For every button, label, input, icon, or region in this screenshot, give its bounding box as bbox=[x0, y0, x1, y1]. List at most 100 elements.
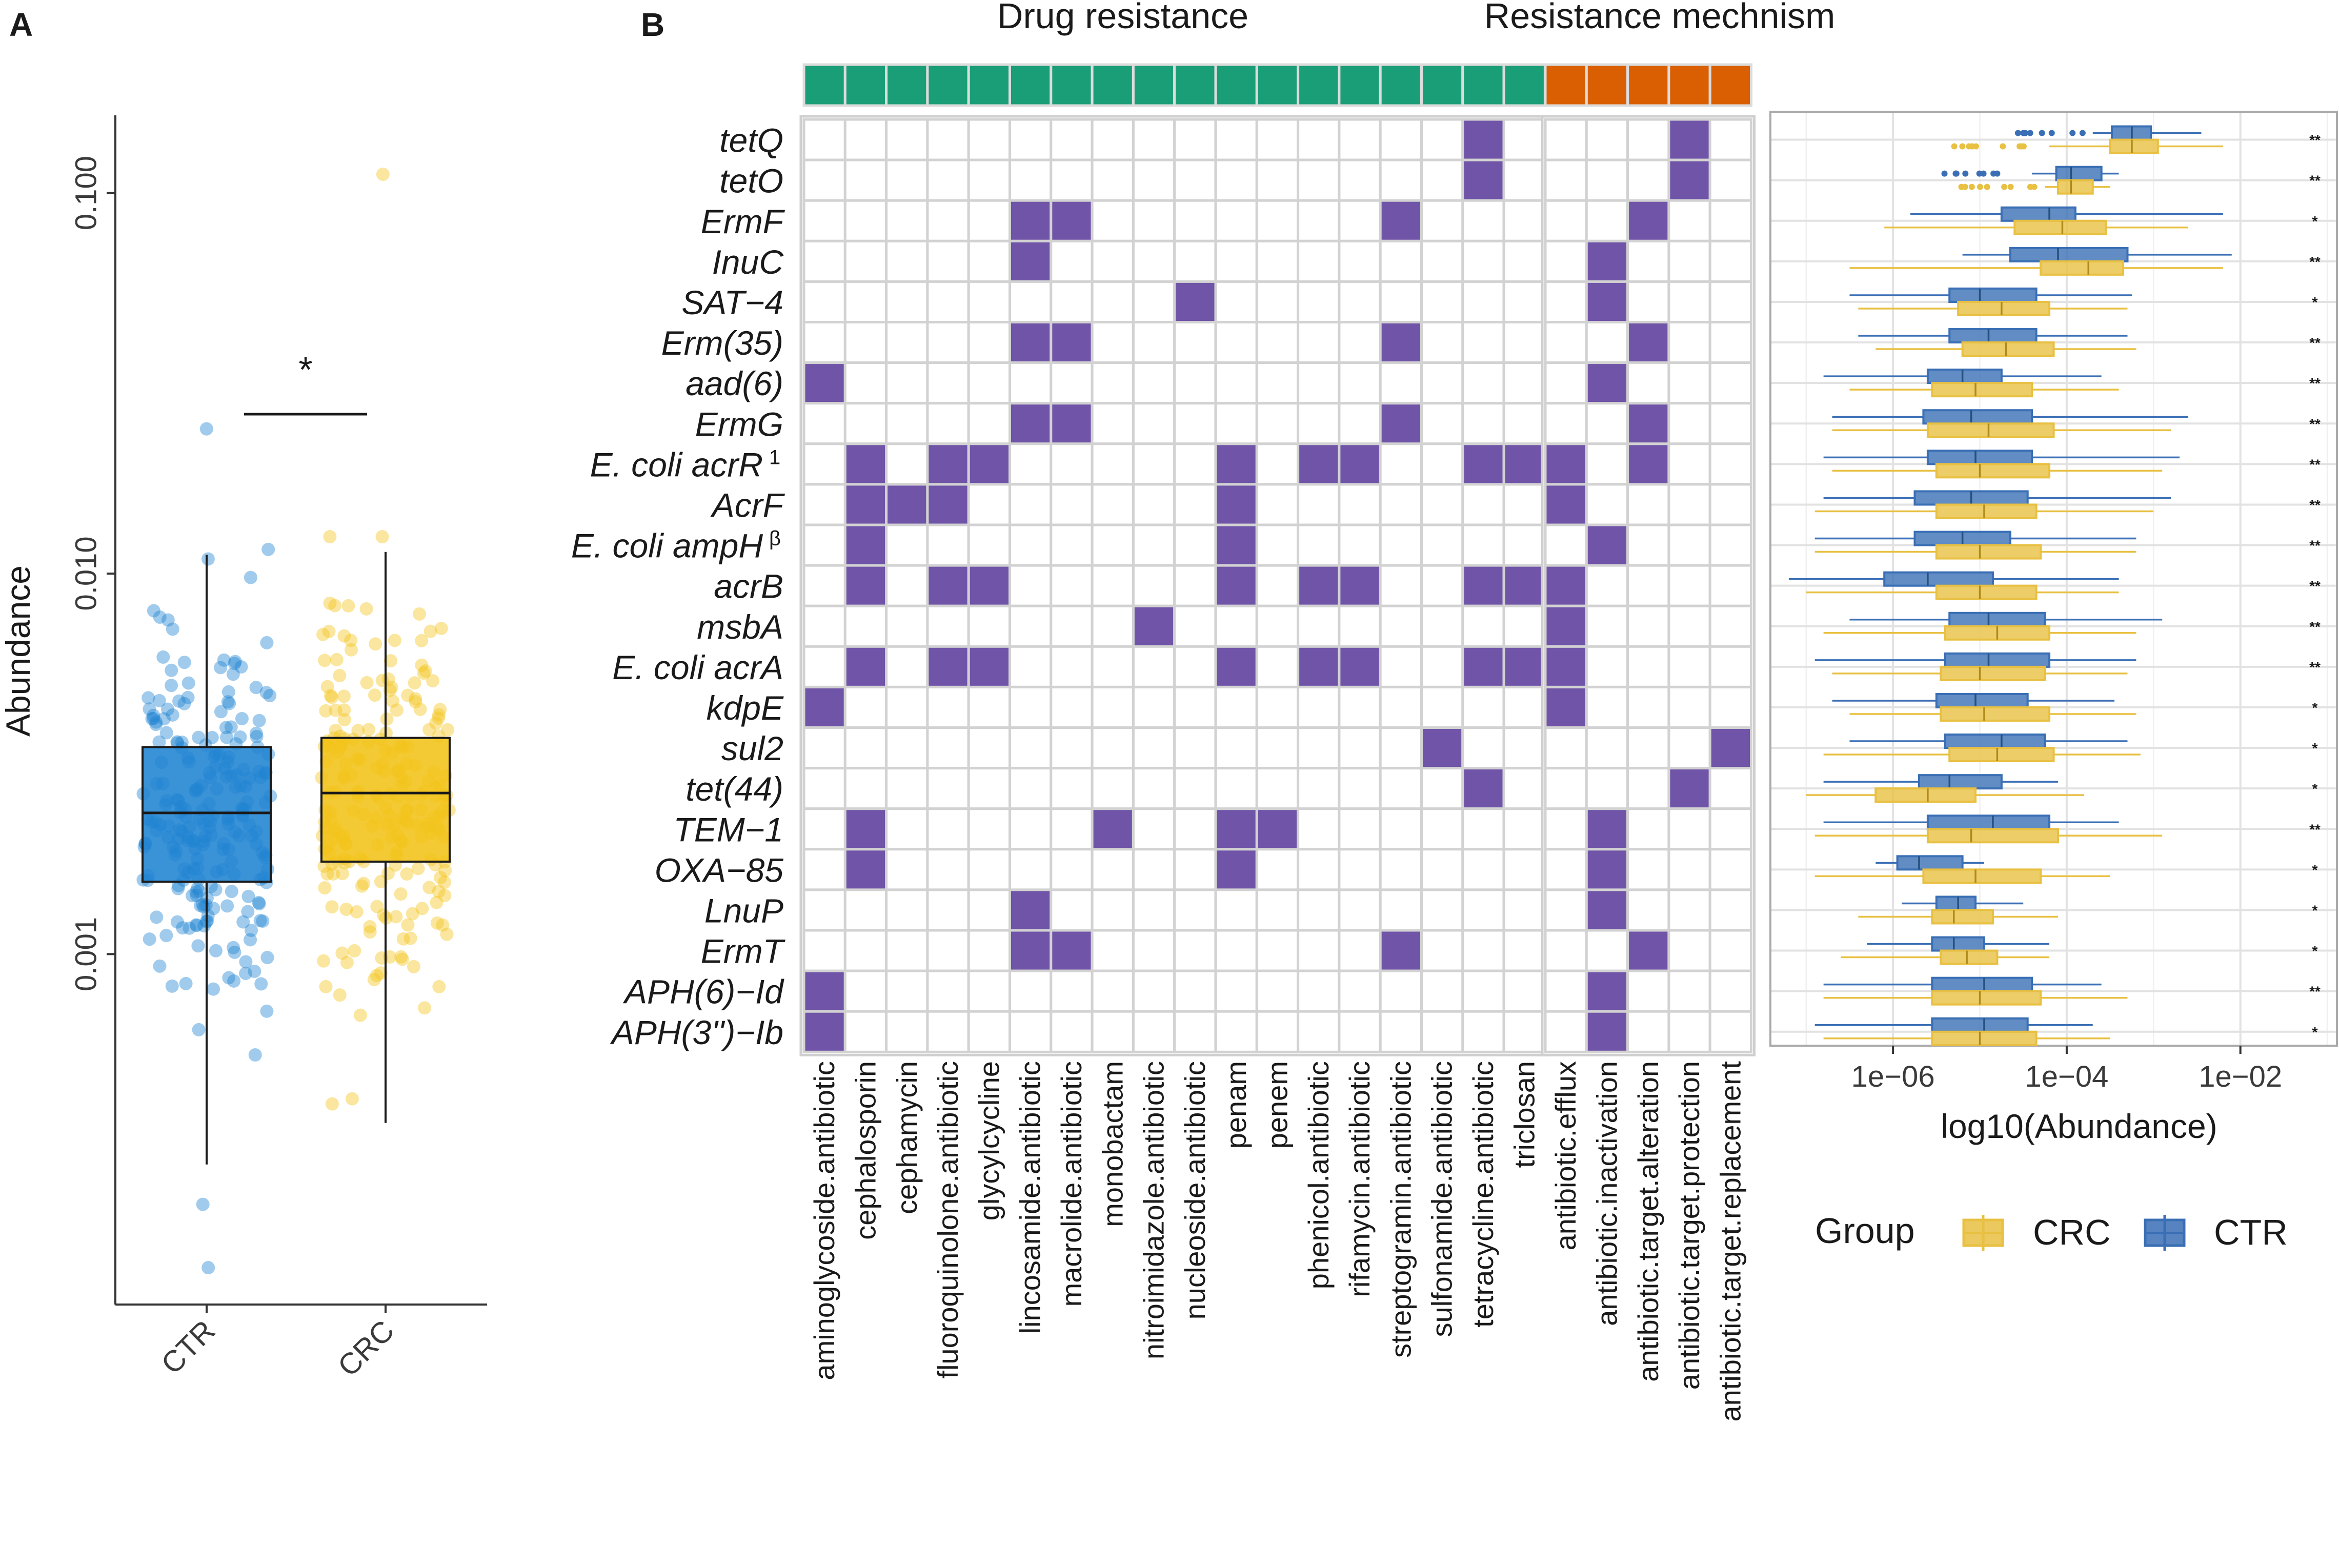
drug-cell-empty bbox=[1173, 726, 1217, 770]
drug-strip-cell bbox=[1461, 63, 1505, 107]
mechanism-cell-empty bbox=[1626, 523, 1670, 567]
mechanism-cell-empty bbox=[1544, 239, 1588, 283]
drug-class-label: monobactam bbox=[1096, 1061, 1128, 1227]
drug-cell-filled bbox=[1297, 564, 1341, 607]
drug-cell-empty bbox=[802, 726, 846, 770]
drug-cell-empty bbox=[1091, 564, 1135, 607]
panel-a-data-point bbox=[411, 862, 425, 875]
panel-a-data-point bbox=[370, 969, 384, 983]
drug-cell-empty bbox=[1214, 239, 1258, 283]
panel-a-data-point bbox=[191, 882, 205, 895]
abundance-box-ctr bbox=[1926, 814, 2051, 830]
panel-a-data-point bbox=[172, 694, 186, 708]
drug-cell-empty bbox=[967, 929, 1011, 972]
panel-a-x-tick-label: CRC bbox=[331, 1314, 400, 1383]
drug-cell-empty bbox=[1214, 158, 1258, 202]
mechanism-cell-filled bbox=[1585, 969, 1629, 1013]
panel-a-data-point bbox=[437, 875, 451, 889]
drug-cell-empty bbox=[802, 848, 846, 891]
panel-a-data-point bbox=[233, 730, 247, 744]
drug-cell-empty bbox=[1050, 564, 1094, 607]
drug-cell-empty bbox=[1379, 848, 1423, 891]
panel-a-data-point bbox=[375, 530, 389, 544]
drug-cell-empty bbox=[885, 523, 929, 567]
drug-cell-empty bbox=[1297, 929, 1341, 972]
drug-cell-empty bbox=[1132, 321, 1176, 364]
drug-cell-empty bbox=[1379, 969, 1423, 1013]
drug-cell-empty bbox=[1132, 523, 1176, 567]
drug-cell-empty bbox=[1214, 726, 1258, 770]
drug-cell-filled bbox=[1420, 726, 1464, 770]
gene-label: Erm(35) bbox=[661, 324, 783, 362]
drug-cell-empty bbox=[1420, 483, 1464, 526]
panel-a-data-point bbox=[440, 927, 454, 941]
drug-cell-empty bbox=[1214, 280, 1258, 324]
panel-a-data-point bbox=[377, 908, 391, 922]
drug-cell-empty bbox=[1502, 969, 1546, 1013]
drug-cell-empty bbox=[1420, 685, 1464, 729]
abundance-box-ctr bbox=[1935, 693, 2029, 708]
drug-cell-filled bbox=[1214, 483, 1258, 526]
mechanism-cell-empty bbox=[1667, 483, 1711, 526]
abundance-box-crc bbox=[1935, 544, 2042, 560]
drug-cell-empty bbox=[1297, 685, 1341, 729]
drug-class-label: rifamycin.antibiotic bbox=[1343, 1061, 1376, 1297]
panel-a-data-point bbox=[369, 637, 382, 651]
drug-cell-empty bbox=[1050, 807, 1094, 851]
drug-cell-empty bbox=[1009, 767, 1053, 810]
drug-cell-empty bbox=[1173, 807, 1217, 851]
mechanism-cell-empty bbox=[1708, 645, 1752, 688]
panel-a-data-point bbox=[190, 888, 204, 902]
drug-cell-empty bbox=[1461, 848, 1505, 891]
drug-cell-empty bbox=[1461, 969, 1505, 1013]
panel-a-data-point bbox=[318, 881, 332, 895]
drug-cell-empty bbox=[1173, 199, 1217, 242]
drug-cell-empty bbox=[1091, 280, 1135, 324]
panel-a-data-point bbox=[383, 683, 397, 697]
mechanism-cell-empty bbox=[1626, 604, 1670, 648]
panel-a-data-point bbox=[426, 674, 439, 688]
drug-cell-filled bbox=[967, 442, 1011, 486]
drug-cell-empty bbox=[1091, 158, 1135, 202]
abundance-x-axis-title: log10(Abundance) bbox=[1941, 1107, 2217, 1145]
drug-cell-empty bbox=[1420, 523, 1464, 567]
drug-cell-empty bbox=[1255, 604, 1300, 648]
drug-cell-empty bbox=[926, 848, 970, 891]
panel-a-data-point bbox=[145, 712, 159, 726]
mechanism-cell-empty bbox=[1585, 564, 1629, 607]
drug-cell-empty bbox=[1091, 888, 1135, 932]
mechanism-cell-empty bbox=[1708, 280, 1752, 324]
drug-cell-filled bbox=[1214, 564, 1258, 607]
drug-cell-empty bbox=[1338, 118, 1382, 161]
drug-cell-empty bbox=[802, 523, 846, 567]
drug-cell-empty bbox=[1050, 969, 1094, 1013]
drug-cell-filled bbox=[1255, 807, 1300, 851]
panel-a-data-point bbox=[401, 918, 415, 932]
drug-cell-empty bbox=[1255, 1010, 1300, 1053]
drug-cell-empty bbox=[1338, 199, 1382, 242]
drug-cell-empty bbox=[1338, 1010, 1382, 1053]
drug-cell-empty bbox=[1050, 280, 1094, 324]
panel-a-data-point bbox=[408, 676, 421, 690]
panel-a-data-point bbox=[325, 900, 339, 914]
gene-label: E. coli acrR bbox=[590, 445, 763, 483]
drug-cell-empty bbox=[1132, 564, 1176, 607]
mechanism-cell-filled bbox=[1585, 1010, 1629, 1053]
abundance-box-crc bbox=[1874, 787, 1977, 803]
drug-strip-cell bbox=[1502, 63, 1546, 107]
panel-a-data-point bbox=[326, 867, 340, 881]
mechanism-cell-filled bbox=[1585, 361, 1629, 405]
panel-a-data-point bbox=[252, 897, 266, 911]
panel-a-data-point bbox=[153, 959, 167, 973]
abundance-box-ctr bbox=[1948, 612, 2046, 627]
drug-cell-empty bbox=[1173, 321, 1217, 364]
mechanism-cell-empty bbox=[1708, 929, 1752, 972]
abundance-significance-marker: ** bbox=[2309, 173, 2321, 189]
panel-a-data-point bbox=[182, 676, 195, 690]
panel-a-letter: A bbox=[9, 6, 33, 43]
mechanism-cell-empty bbox=[1626, 767, 1670, 810]
abundance-significance-marker: * bbox=[2312, 740, 2318, 756]
drug-cell-empty bbox=[1050, 685, 1094, 729]
drug-cell-empty bbox=[1502, 321, 1546, 364]
drug-cell-empty bbox=[802, 767, 846, 810]
